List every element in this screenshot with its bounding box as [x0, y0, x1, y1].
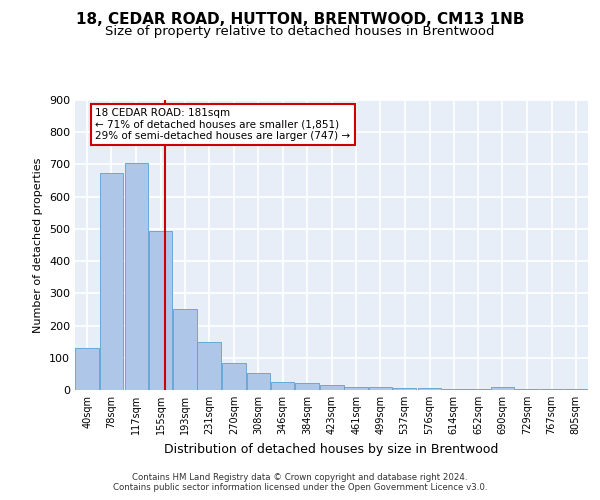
Bar [197, 342, 221, 390]
Bar [466, 389, 490, 390]
Bar [100, 172, 123, 390]
Bar [393, 388, 416, 390]
Bar [344, 387, 368, 390]
Bar [125, 163, 148, 390]
Text: 18, CEDAR ROAD, HUTTON, BRENTWOOD, CM13 1NB: 18, CEDAR ROAD, HUTTON, BRENTWOOD, CM13 … [76, 12, 524, 28]
Text: Contains HM Land Registry data © Crown copyright and database right 2024.
Contai: Contains HM Land Registry data © Crown c… [113, 473, 487, 492]
Bar [149, 230, 172, 390]
Y-axis label: Number of detached properties: Number of detached properties [34, 158, 43, 332]
Bar [368, 388, 392, 390]
Bar [418, 388, 442, 390]
Bar [76, 348, 99, 390]
Bar [173, 310, 197, 390]
Bar [320, 385, 344, 390]
Text: Size of property relative to detached houses in Brentwood: Size of property relative to detached ho… [105, 25, 495, 38]
Bar [271, 382, 295, 390]
Bar [515, 389, 539, 390]
Bar [247, 373, 270, 390]
Bar [222, 362, 246, 390]
Bar [491, 388, 514, 390]
Text: 18 CEDAR ROAD: 181sqm
← 71% of detached houses are smaller (1,851)
29% of semi-d: 18 CEDAR ROAD: 181sqm ← 71% of detached … [95, 108, 350, 142]
Bar [442, 388, 466, 390]
Bar [295, 383, 319, 390]
X-axis label: Distribution of detached houses by size in Brentwood: Distribution of detached houses by size … [164, 442, 499, 456]
